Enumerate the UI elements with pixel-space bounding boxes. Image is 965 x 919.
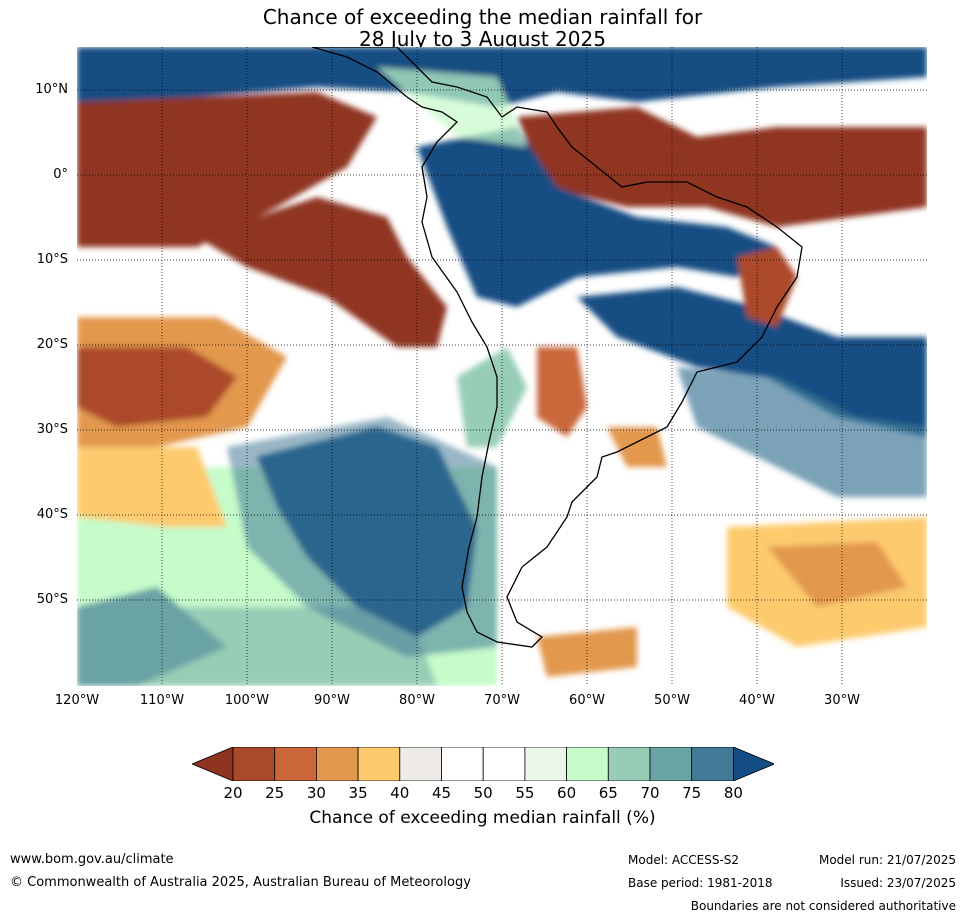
region-blue-south-atlantic bbox=[577, 287, 927, 437]
colorbar-cell bbox=[316, 747, 359, 781]
colorbar-tick-label: 70 bbox=[640, 784, 660, 802]
lon-label-60w: 60°W bbox=[569, 693, 605, 708]
lon-label-50w: 50°W bbox=[654, 693, 690, 708]
region-yellow-west bbox=[77, 447, 227, 527]
colorbar-tick-label: 65 bbox=[598, 784, 618, 802]
lon-label-100w: 100°W bbox=[224, 693, 270, 708]
region-green-central-america bbox=[377, 67, 527, 147]
lat-label-20s: 20°S bbox=[36, 337, 68, 352]
colorbar-tick-label: 25 bbox=[265, 784, 285, 802]
coastline bbox=[311, 47, 803, 648]
region-brown-ne-brazil bbox=[737, 247, 797, 327]
rainfall-map bbox=[77, 47, 927, 686]
colorbar-label: Chance of exceeding median rainfall (%) bbox=[309, 808, 656, 828]
lat-label-30s: 30°S bbox=[36, 422, 68, 437]
colorbar-cell bbox=[649, 747, 693, 781]
region-orange-southeast bbox=[767, 542, 907, 607]
colorbar-tick-label: 80 bbox=[723, 784, 743, 802]
colorbar-cell bbox=[566, 747, 609, 781]
region-blue-amazon bbox=[417, 127, 777, 307]
region-orange-uruguay bbox=[607, 427, 667, 467]
colorbar-arrow-high bbox=[733, 747, 774, 781]
lon-label-110w: 110°W bbox=[139, 693, 185, 708]
map-title-line2: 28 July to 3 August 2025 bbox=[359, 27, 606, 51]
lat-label-10s: 10°S bbox=[36, 252, 68, 267]
lon-label-80w: 80°W bbox=[399, 693, 435, 708]
map-title-line1: Chance of exceeding the median rainfall … bbox=[262, 5, 703, 29]
region-brown-paraguay bbox=[537, 347, 587, 437]
region-brown-northwest bbox=[77, 92, 377, 247]
lat-label-50s: 50°S bbox=[36, 592, 68, 607]
colorbar-arrow-low bbox=[192, 747, 234, 781]
colorbar bbox=[192, 747, 774, 781]
colorbar-cell bbox=[524, 747, 567, 781]
colorbar-cell bbox=[691, 747, 734, 781]
footer-website: www.bom.gov.au/climate bbox=[10, 852, 174, 867]
footer-copyright: © Commonwealth of Australia 2025, Austra… bbox=[10, 875, 471, 890]
region-orange-drake bbox=[537, 627, 637, 677]
region-teal-south-pacific bbox=[227, 417, 497, 657]
region-teal-chile bbox=[457, 347, 527, 447]
region-brown-pacific bbox=[197, 197, 447, 347]
colorbar-tick-label: 35 bbox=[348, 784, 368, 802]
colorbar-cell bbox=[399, 747, 442, 781]
footer-model: Model: ACCESS-S2 bbox=[628, 853, 740, 867]
footer-model-run: Model run: 21/07/2025 bbox=[818, 853, 956, 867]
graticule bbox=[77, 47, 927, 686]
colorbar-tick-label: 60 bbox=[557, 784, 577, 802]
footer-issued: Issued: 23/07/2025 bbox=[840, 876, 956, 890]
lon-label-120w: 120°W bbox=[54, 693, 100, 708]
footer-base-period: Base period: 1981-2018 bbox=[628, 876, 773, 890]
colorbar-tick-label: 40 bbox=[390, 784, 410, 802]
lon-label-90w: 90°W bbox=[314, 693, 350, 708]
region-brown-northeast bbox=[517, 107, 927, 227]
colorbar-cell bbox=[232, 747, 276, 781]
footer-disclaimer: Boundaries are not considered authoritat… bbox=[690, 899, 956, 913]
colorbar-tick-label: 55 bbox=[515, 784, 535, 802]
lon-label-40w: 40°W bbox=[739, 693, 775, 708]
colorbar-tick-label: 75 bbox=[682, 784, 702, 802]
lat-label-0: 0° bbox=[53, 167, 68, 182]
lat-label-40s: 40°S bbox=[36, 507, 68, 522]
colorbar-cell bbox=[441, 747, 484, 781]
lon-label-70w: 70°W bbox=[484, 693, 520, 708]
colorbar-tick-label: 20 bbox=[223, 784, 243, 802]
colorbar-tick-label: 50 bbox=[473, 784, 493, 802]
colorbar-cell bbox=[274, 747, 317, 781]
colorbar-cell bbox=[482, 747, 526, 781]
colorbar-tick-label: 30 bbox=[306, 784, 326, 802]
region-teal-dark-sw bbox=[77, 587, 227, 686]
lon-label-30w: 30°W bbox=[824, 693, 860, 708]
colorbar-cell bbox=[357, 747, 401, 781]
colorbar-tick-label: 45 bbox=[431, 784, 452, 802]
region-teal-south-atlantic bbox=[677, 367, 927, 497]
region-brown-west bbox=[77, 347, 237, 427]
lat-label-10n: 10°N bbox=[35, 82, 68, 97]
colorbar-cell bbox=[607, 747, 651, 781]
